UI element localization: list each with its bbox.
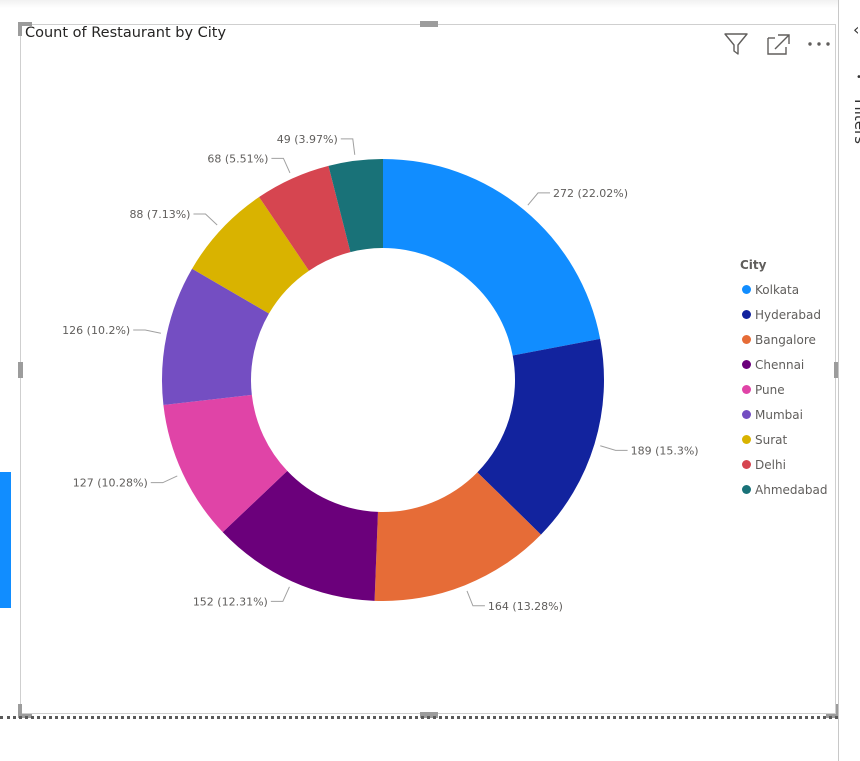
data-label-leader-line (340, 138, 356, 155)
data-label-leader-line (193, 213, 218, 226)
legend-label: Delhi (755, 457, 786, 472)
legend-item-chennai[interactable]: Chennai (740, 352, 827, 377)
data-label-hyderabad: 189 (15.3%) (631, 444, 699, 457)
donut-slice-ahmedabad[interactable] (328, 159, 383, 253)
data-label-leader-line (527, 192, 551, 206)
pane-dot-icon: • (856, 72, 860, 83)
legend-label: Chennai (755, 357, 805, 372)
legend-label: Mumbai (755, 407, 803, 422)
legend-swatch (742, 385, 751, 394)
data-label-leader-line (270, 586, 290, 602)
filters-pane-label[interactable]: Filters (851, 99, 860, 144)
legend-item-pune[interactable]: Pune (740, 377, 827, 402)
donut-slice-hyderabad[interactable] (477, 338, 605, 535)
legend-swatch (742, 410, 751, 419)
legend-item-bangalore[interactable]: Bangalore (740, 327, 827, 352)
legend-item-surat[interactable]: Surat (740, 427, 827, 452)
legend-swatch (742, 310, 751, 319)
data-label-leader-line (466, 590, 485, 607)
legend-item-hyderabad[interactable]: Hyderabad (740, 302, 827, 327)
data-label-surat: 88 (7.13%) (129, 208, 190, 221)
donut-slice-bangalore[interactable] (374, 472, 541, 601)
data-label-ahmedabad: 49 (3.97%) (277, 133, 338, 146)
legend-swatch (742, 285, 751, 294)
donut-slice-surat[interactable] (192, 197, 309, 314)
legend: City Kolkata Hyderabad Bangalore Chennai Pun… (740, 258, 827, 502)
data-label-bangalore: 164 (13.28%) (488, 600, 563, 613)
resize-handle-right[interactable] (834, 362, 839, 378)
data-label-leader-line (133, 329, 161, 334)
legend-swatch (742, 460, 751, 469)
legend-swatch (742, 485, 751, 494)
legend-label: Surat (755, 432, 788, 447)
data-label-kolkata: 272 (22.02%) (553, 187, 628, 200)
legend-item-delhi[interactable]: Delhi (740, 452, 827, 477)
legend-label: Ahmedabad (755, 482, 828, 497)
filters-pane-collapsed[interactable] (838, 0, 860, 761)
data-label-leader-line (271, 157, 291, 174)
legend-swatch (742, 360, 751, 369)
data-label-leader-line (150, 475, 178, 484)
legend-label: Kolkata (755, 282, 800, 297)
data-label-pune: 127 (10.28%) (73, 477, 148, 490)
canvas-top-shadow (0, 0, 840, 8)
legend-item-ahmedabad[interactable]: Ahmedabad (740, 477, 827, 502)
data-label-mumbai: 126 (10.2%) (62, 324, 130, 337)
legend-label: Pune (755, 382, 785, 397)
resize-handle-top[interactable] (420, 21, 438, 27)
donut-slice-pune[interactable] (163, 394, 288, 533)
donut-slice-mumbai[interactable] (162, 268, 269, 405)
legend-title: City (740, 258, 767, 272)
adjacent-visual-edge (0, 472, 11, 608)
focus-mode-icon[interactable] (764, 30, 792, 58)
resize-handle-bottom[interactable] (420, 712, 438, 718)
data-label-delhi: 68 (5.51%) (207, 152, 268, 165)
page-boundary-line (0, 716, 838, 719)
resize-handle-left[interactable] (18, 362, 23, 378)
donut-slice-delhi[interactable] (259, 165, 351, 271)
legend-label: Bangalore (755, 332, 816, 347)
legend-item-kolkata[interactable]: Kolkata (740, 277, 827, 302)
chart-title: Count of Restaurant by City (25, 25, 227, 41)
data-label-leader-line (600, 445, 628, 451)
donut-slice-chennai[interactable] (222, 470, 378, 601)
legend-label: Hyderabad (755, 307, 821, 322)
filter-icon[interactable] (722, 30, 750, 58)
expand-pane-chevron-icon[interactable]: ‹ (853, 20, 860, 39)
legend-swatch (742, 435, 751, 444)
legend-swatch (742, 335, 751, 344)
legend-item-mumbai[interactable]: Mumbai (740, 402, 827, 427)
data-label-chennai: 152 (12.31%) (193, 595, 268, 608)
more-options-icon[interactable] (806, 30, 834, 58)
donut-slice-kolkata[interactable] (383, 159, 601, 356)
resize-handle-top-left[interactable] (18, 22, 32, 36)
